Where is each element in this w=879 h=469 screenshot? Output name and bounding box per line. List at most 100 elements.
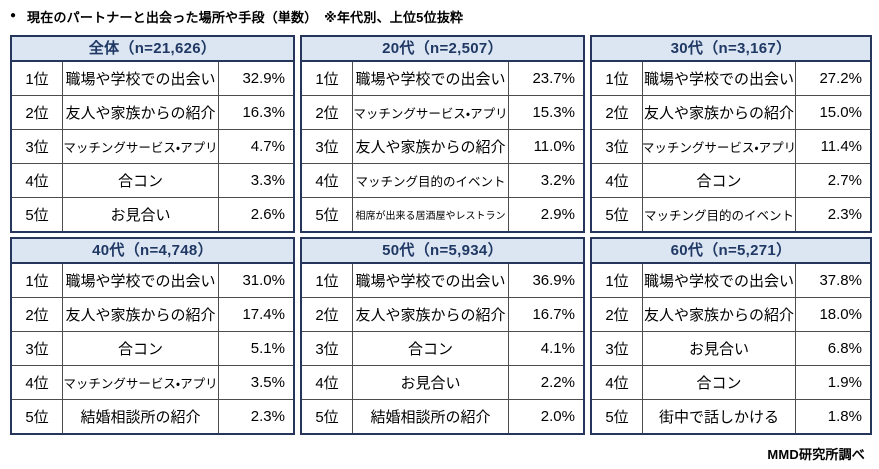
method-cell: マッチング目的のイベント <box>643 198 796 231</box>
rank-cell: 4位 <box>592 164 643 197</box>
table-title: 60代（n=5,271） <box>592 239 870 264</box>
value-cell: 16.3% <box>242 104 285 121</box>
rank-cell: 1位 <box>12 264 63 297</box>
method-cell: お見合い <box>353 366 509 399</box>
value-cell: 31.0% <box>242 272 285 289</box>
method-cell: 合コン <box>353 332 509 365</box>
rank-cell: 3位 <box>302 130 353 163</box>
rank-cell: 3位 <box>592 332 643 365</box>
rank-cell: 2位 <box>592 96 643 129</box>
table-title: 30代（n=3,167） <box>592 37 870 62</box>
value-cell: 3.5% <box>250 374 285 391</box>
rank-cell: 5位 <box>12 400 63 433</box>
value-cell: 3.3% <box>250 172 285 189</box>
ranking-table: 50代（n=5,934） 1位 職場や学校での出会い 36.9% 2位 友人や家… <box>300 237 585 435</box>
value-cell: 1.8% <box>827 408 862 425</box>
method-cell: 友人や家族からの紹介 <box>63 96 219 129</box>
table-row: 5位 結婚相談所の紹介 2.0% <box>302 399 583 433</box>
table-row: 5位 お見合い 2.6% <box>12 197 293 231</box>
rank-cell: 3位 <box>302 332 353 365</box>
rank-cell: 1位 <box>592 62 643 95</box>
method-cell: マッチングサービス・アプリ <box>63 366 219 399</box>
value-cell: 2.0% <box>540 408 575 425</box>
table-row: 5位 マッチング目的のイベント 2.3% <box>592 197 870 231</box>
method-cell: 職場や学校での出会い <box>353 264 509 297</box>
method-cell: 職場や学校での出会い <box>63 264 219 297</box>
tables-grid: 全体（n=21,626） 1位 職場や学校での出会い 32.9% 2位 友人や家… <box>10 35 872 435</box>
method-cell: 友人や家族からの紹介 <box>63 298 219 331</box>
value-cell: 37.8% <box>819 272 862 289</box>
value-cell: 2.3% <box>250 408 285 425</box>
rank-cell: 4位 <box>302 164 353 197</box>
rank-cell: 4位 <box>302 366 353 399</box>
method-cell: 結婚相談所の紹介 <box>353 400 509 433</box>
method-cell: 職場や学校での出会い <box>643 264 796 297</box>
method-cell: 合コン <box>643 366 796 399</box>
table-row: 5位 街中で話しかける 1.8% <box>592 399 870 433</box>
rank-cell: 2位 <box>12 96 63 129</box>
table-row: 4位 合コン 1.9% <box>592 365 870 399</box>
rank-cell: 4位 <box>12 366 63 399</box>
method-cell: 相席が出来る居酒屋やレストラン <box>353 198 509 231</box>
table-row: 2位 友人や家族からの紹介 16.7% <box>302 297 583 331</box>
rank-cell: 1位 <box>302 264 353 297</box>
method-cell: 友人や家族からの紹介 <box>643 96 796 129</box>
table-row: 4位 マッチングサービス・アプリ 3.5% <box>12 365 293 399</box>
table-row: 2位 友人や家族からの紹介 17.4% <box>12 297 293 331</box>
value-cell: 36.9% <box>532 272 575 289</box>
rank-cell: 2位 <box>592 298 643 331</box>
table-body: 1位 職場や学校での出会い 32.9% 2位 友人や家族からの紹介 16.3% … <box>12 62 293 231</box>
rank-cell: 5位 <box>302 400 353 433</box>
source-credit: MMD研究所調べ <box>767 447 865 462</box>
value-cell: 2.6% <box>250 206 285 223</box>
table-row: 1位 職場や学校での出会い 23.7% <box>302 62 583 95</box>
method-cell: 結婚相談所の紹介 <box>63 400 219 433</box>
rank-cell: 1位 <box>302 62 353 95</box>
table-row: 2位 マッチングサービス・アプリ 15.3% <box>302 95 583 129</box>
method-cell: マッチングサービス・アプリ <box>63 130 219 163</box>
bullet-icon: ● <box>10 10 17 21</box>
method-cell: 職場や学校での出会い <box>63 62 219 95</box>
rank-cell: 2位 <box>302 298 353 331</box>
value-cell: 11.0% <box>533 138 575 155</box>
value-cell: 2.9% <box>540 206 575 223</box>
value-cell: 6.8% <box>827 340 862 357</box>
ranking-table: 20代（n=2,507） 1位 職場や学校での出会い 23.7% 2位 マッチン… <box>300 35 585 233</box>
ranking-table: 60代（n=5,271） 1位 職場や学校での出会い 37.8% 2位 友人や家… <box>590 237 872 435</box>
rank-cell: 4位 <box>592 366 643 399</box>
table-row: 3位 マッチングサービス・アプリ 4.7% <box>12 129 293 163</box>
method-cell: 友人や家族からの紹介 <box>643 298 796 331</box>
value-cell: 17.4% <box>242 306 285 323</box>
value-cell: 1.9% <box>827 374 862 391</box>
table-title: 50代（n=5,934） <box>302 239 583 264</box>
table-row: 3位 合コン 4.1% <box>302 331 583 365</box>
rank-cell: 1位 <box>592 264 643 297</box>
table-row: 5位 結婚相談所の紹介 2.3% <box>12 399 293 433</box>
method-cell: お見合い <box>63 198 219 231</box>
method-cell: 友人や家族からの紹介 <box>353 298 509 331</box>
ranking-table: 40代（n=4,748） 1位 職場や学校での出会い 31.0% 2位 友人や家… <box>10 237 295 435</box>
method-cell: マッチング目的のイベント <box>353 164 509 197</box>
rank-cell: 1位 <box>12 62 63 95</box>
table-row: 4位 合コン 3.3% <box>12 163 293 197</box>
method-cell: マッチングサービス・アプリ <box>353 96 509 129</box>
rank-cell: 5位 <box>12 198 63 231</box>
method-cell: 合コン <box>63 332 219 365</box>
value-cell: 2.2% <box>540 374 575 391</box>
table-body: 1位 職場や学校での出会い 23.7% 2位 マッチングサービス・アプリ 15.… <box>302 62 583 231</box>
table-row: 4位 お見合い 2.2% <box>302 365 583 399</box>
table-row: 3位 友人や家族からの紹介 11.0% <box>302 129 583 163</box>
rank-cell: 4位 <box>12 164 63 197</box>
value-cell: 23.7% <box>532 70 575 87</box>
rank-cell: 3位 <box>12 130 63 163</box>
table-row: 1位 職場や学校での出会い 36.9% <box>302 264 583 297</box>
value-cell: 16.7% <box>532 306 575 323</box>
table-body: 1位 職場や学校での出会い 37.8% 2位 友人や家族からの紹介 18.0% … <box>592 264 870 433</box>
table-row: 3位 マッチングサービス・アプリ 11.4% <box>592 129 870 163</box>
table-title: 20代（n=2,507） <box>302 37 583 62</box>
table-row: 5位 相席が出来る居酒屋やレストラン 2.9% <box>302 197 583 231</box>
table-row: 3位 合コン 5.1% <box>12 331 293 365</box>
table-row: 1位 職場や学校での出会い 32.9% <box>12 62 293 95</box>
value-cell: 32.9% <box>242 70 285 87</box>
